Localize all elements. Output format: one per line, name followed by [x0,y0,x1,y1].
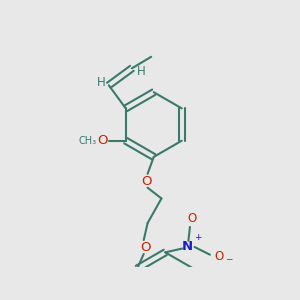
Text: N: N [181,241,192,254]
Text: −: − [225,254,232,263]
Text: O: O [98,134,108,147]
Text: H: H [137,65,146,78]
Text: O: O [141,175,151,188]
Text: +: + [194,233,201,242]
Text: O: O [140,241,151,254]
Text: H: H [97,76,106,89]
Text: O: O [214,250,224,263]
Text: O: O [188,212,197,225]
Text: CH₃: CH₃ [78,136,96,146]
